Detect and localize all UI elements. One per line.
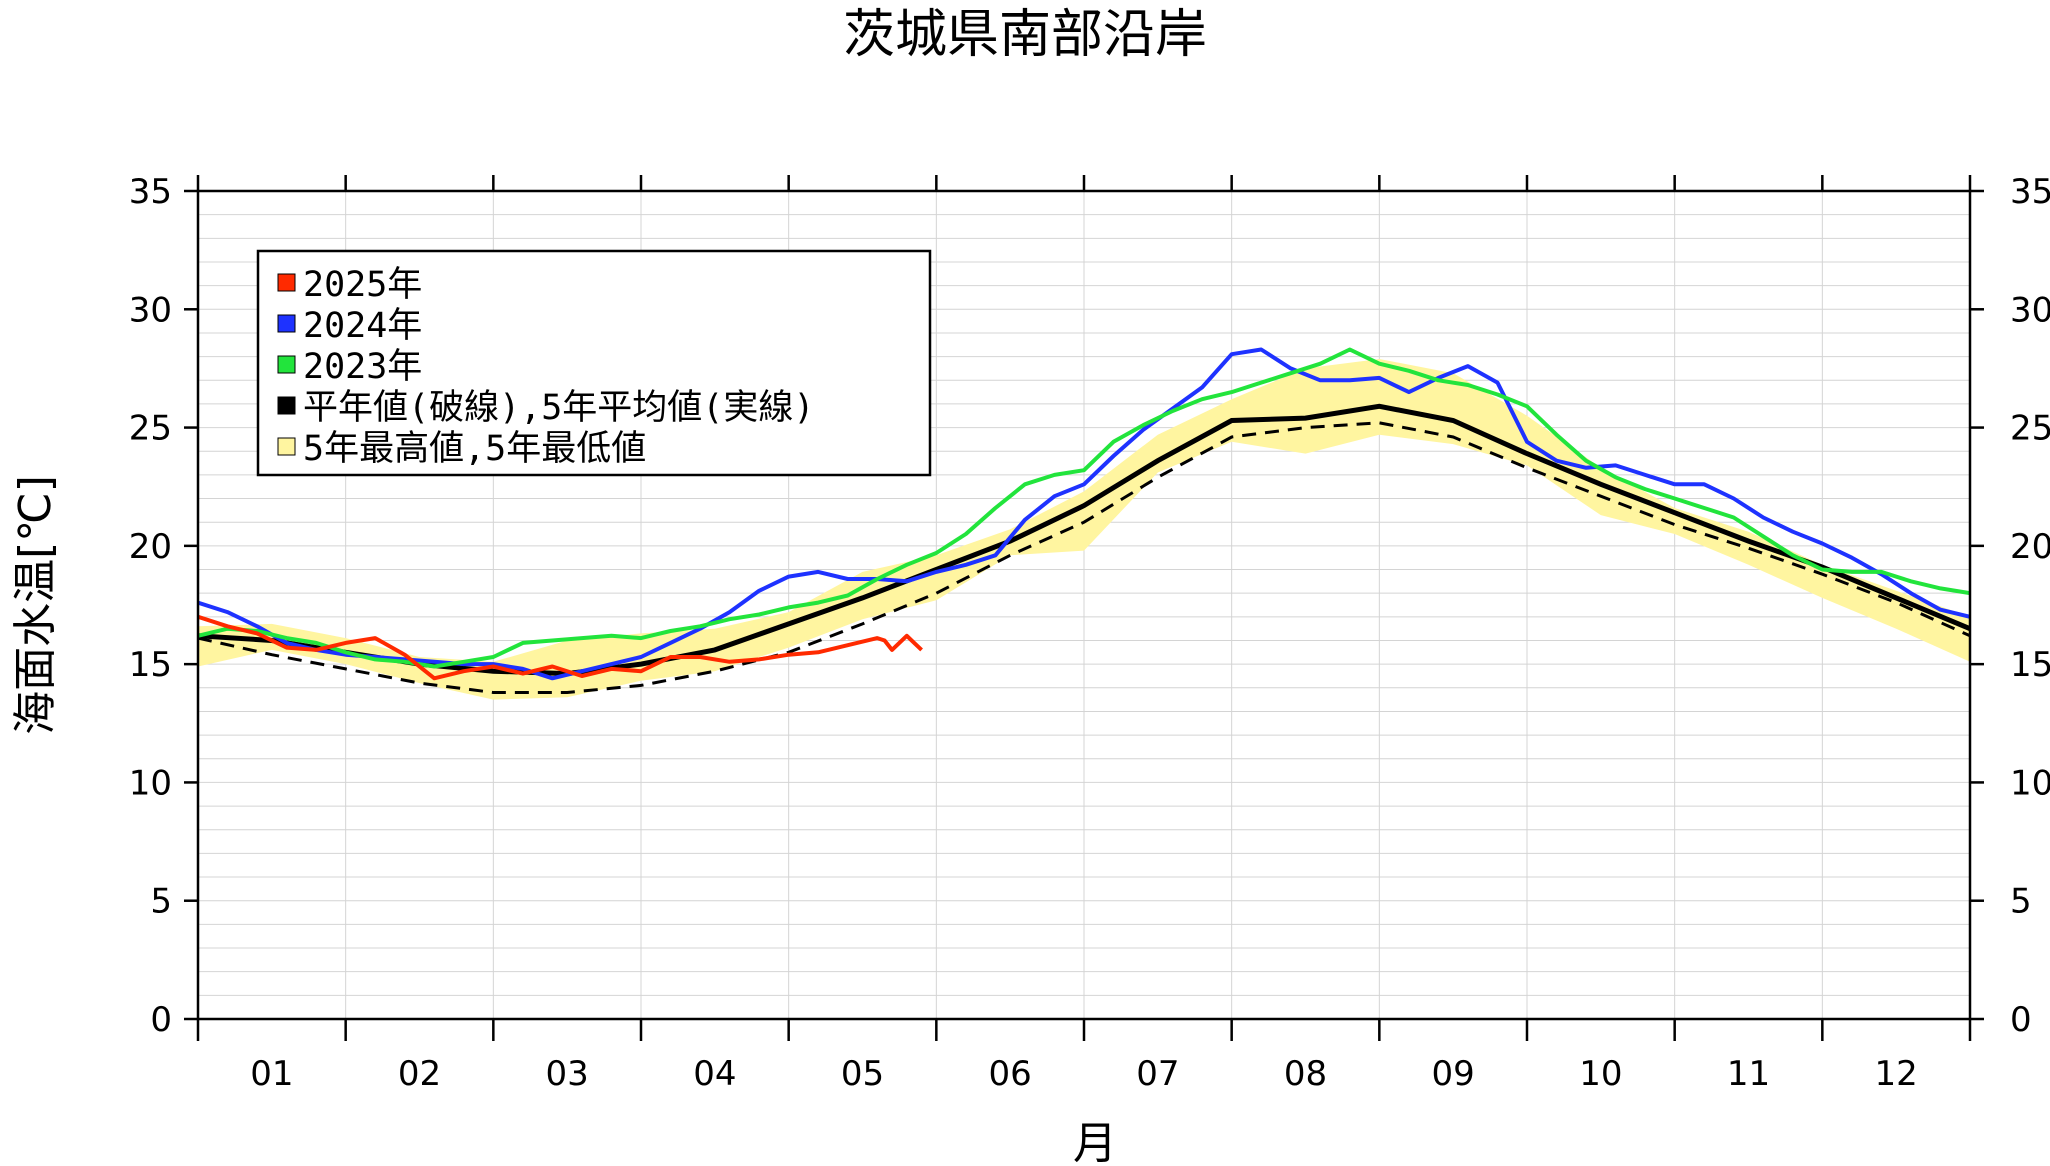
- legend-swatch: [277, 396, 296, 415]
- x-tick-label: 11: [1727, 1054, 1770, 1094]
- y-tick-label-right: 30: [2010, 290, 2050, 330]
- y-tick-label-left: 15: [129, 645, 172, 685]
- x-tick-label: 08: [1284, 1054, 1327, 1094]
- x-tick-label: 04: [693, 1054, 736, 1094]
- grid-lines: [198, 191, 1970, 1019]
- y-tick-label-right: 5: [2010, 882, 2032, 922]
- y-tick-label-right: 35: [2010, 172, 2050, 212]
- x-tick-label: 02: [398, 1054, 441, 1094]
- normal-dashed-line: [198, 421, 1970, 694]
- legend-swatch: [277, 273, 296, 292]
- x-tick-label: 12: [1875, 1054, 1918, 1094]
- y-tick-label-right: 25: [2010, 409, 2050, 449]
- x-tick-label: 10: [1579, 1054, 1622, 1094]
- y-tick-label-right: 15: [2010, 645, 2050, 685]
- legend-swatch: [277, 314, 296, 333]
- chart-title: 茨城県南部沿岸: [843, 5, 1207, 65]
- series-line-y2025: [198, 614, 923, 681]
- y-axis-label: 海面水温[℃]: [10, 475, 61, 735]
- x-tick-label: 09: [1432, 1054, 1475, 1094]
- y-tick-label-left: 35: [129, 172, 172, 212]
- y-tick-label-left: 20: [129, 527, 172, 567]
- legend-box: [256, 249, 932, 477]
- y-tick-label-left: 5: [150, 882, 172, 922]
- legend-label: 2023年: [303, 347, 422, 387]
- y-tick-label-left: 25: [129, 409, 172, 449]
- legend: 2025年2024年2023年平年値(破線),5年平均値(実線)5年最高値,5年…: [256, 249, 932, 477]
- series-line-y2024: [198, 347, 1970, 681]
- x-tick-label: 07: [1136, 1054, 1179, 1094]
- legend-swatch: [277, 355, 296, 374]
- y-tick-label-left: 10: [129, 763, 172, 803]
- y-tick-label-right: 10: [2010, 763, 2050, 803]
- x-tick-label: 01: [250, 1054, 293, 1094]
- legend-label: 5年最高値,5年最低値: [303, 429, 646, 469]
- y-tick-label-left: 30: [129, 290, 172, 330]
- legend-label: 平年値(破線),5年平均値(実線): [303, 388, 814, 428]
- x-tick-label: 03: [546, 1054, 589, 1094]
- legend-swatch: [277, 437, 296, 456]
- x-tick-label: 06: [989, 1054, 1032, 1094]
- x-axis-label: 月: [1073, 1118, 1117, 1166]
- y-tick-label-left: 0: [150, 1000, 172, 1040]
- x-tick-label: 05: [841, 1054, 884, 1094]
- series-lines: [198, 347, 1970, 694]
- y-tick-label-right: 0: [2010, 1000, 2032, 1040]
- five-year-mean-line: [198, 403, 1970, 677]
- series-line-y2023: [198, 347, 1970, 669]
- legend-label: 2024年: [303, 306, 422, 346]
- legend-label: 2025年: [303, 265, 422, 305]
- y-tick-label-right: 20: [2010, 527, 2050, 567]
